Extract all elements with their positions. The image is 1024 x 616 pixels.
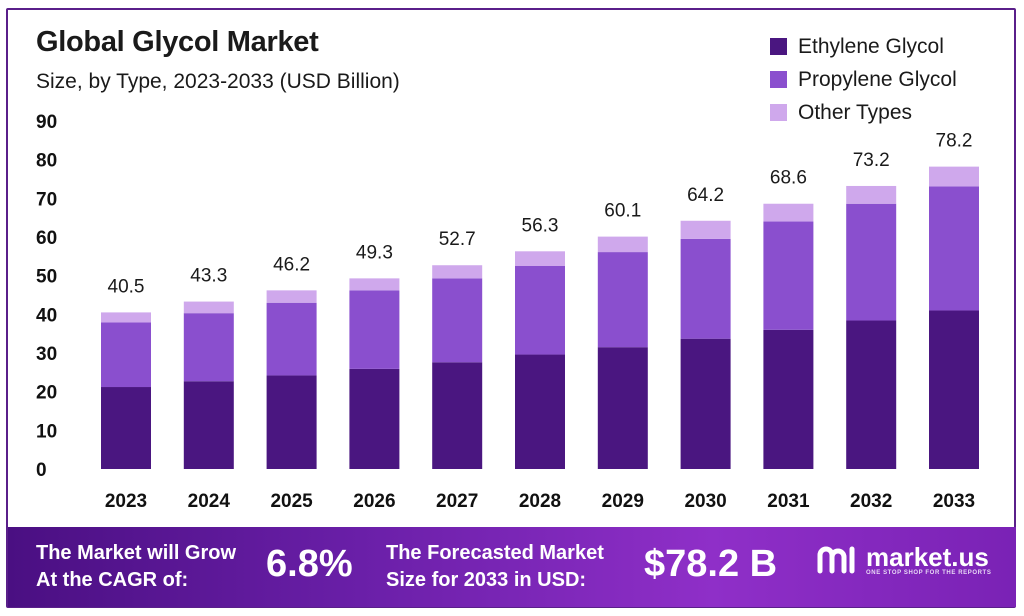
- bar-other-2027: [432, 265, 483, 279]
- legend-swatch-ethylene: [770, 38, 787, 55]
- bar-propylene-2032: [846, 203, 897, 321]
- x-tick-label-2024: 2024: [188, 491, 231, 512]
- data-label-total-2030: 64.2: [687, 185, 724, 206]
- legend-label-propylene: Propylene Glycol: [798, 67, 957, 91]
- data-label-total-2028: 56.3: [522, 215, 559, 236]
- cagr-label-line1: The Market will Grow: [36, 542, 237, 564]
- x-tick-label-2030: 2030: [684, 491, 726, 512]
- bar-propylene-2028: [515, 266, 565, 355]
- cagr-label-line2: At the CAGR of:: [36, 569, 189, 591]
- data-label-total-2023: 40.5: [108, 276, 145, 297]
- bar-other-2030: [680, 220, 731, 239]
- x-tick-label-2033: 2033: [933, 491, 975, 512]
- x-tick-label-2023: 2023: [105, 491, 147, 512]
- bar-other-2023: [101, 312, 151, 323]
- forecast-label: The Forecasted Market Size for 2033 in U…: [386, 540, 604, 594]
- legend-item-propylene: Propylene Glycol: [770, 63, 957, 96]
- legend-item-other: Other Types: [770, 96, 957, 129]
- y-tick-label-20: 20: [36, 383, 57, 404]
- bar-other-2033: [929, 166, 979, 187]
- chart-frame: [6, 8, 1016, 608]
- y-tick-label-70: 70: [36, 189, 57, 210]
- y-tick-label-10: 10: [36, 421, 57, 442]
- stacked-bar-chart: 010203040506070809040.5202343.3202446.22…: [36, 112, 979, 512]
- forecast-label-line2: Size for 2033 in USD:: [386, 569, 587, 591]
- bar-ethylene-2030: [680, 338, 731, 469]
- data-label-total-2027: 52.7: [439, 229, 476, 250]
- y-tick-label-80: 80: [36, 151, 57, 172]
- bar-propylene-2023: [101, 322, 151, 388]
- bar-other-2026: [349, 278, 400, 291]
- bar-ethylene-2028: [515, 354, 565, 469]
- bar-propylene-2031: [763, 221, 814, 330]
- bar-propylene-2029: [597, 252, 648, 348]
- y-tick-label-90: 90: [36, 112, 57, 133]
- bar-other-2024: [183, 301, 234, 314]
- bar-ethylene-2024: [183, 381, 234, 469]
- x-tick-label-2028: 2028: [519, 491, 561, 512]
- x-tick-label-2031: 2031: [767, 491, 810, 512]
- cagr-label: The Market will Grow At the CAGR of:: [36, 540, 236, 594]
- forecast-value: $78.2 B: [644, 543, 778, 585]
- bar-ethylene-2033: [929, 310, 979, 469]
- data-label-total-2029: 60.1: [604, 201, 641, 222]
- bar-ethylene-2026: [349, 368, 400, 469]
- y-tick-label-50: 50: [36, 267, 57, 288]
- x-tick-label-2029: 2029: [602, 491, 644, 512]
- bar-ethylene-2032: [846, 320, 897, 469]
- bar-other-2025: [266, 290, 317, 303]
- legend-swatch-propylene: [770, 71, 787, 88]
- legend-item-ethylene: Ethylene Glycol: [770, 30, 957, 63]
- bar-propylene-2030: [680, 238, 731, 339]
- brand-tagline: ONE STOP SHOP FOR THE REPORTS: [866, 570, 992, 576]
- market-us-logo-icon: [817, 546, 855, 574]
- bar-propylene-2024: [183, 313, 234, 382]
- data-label-total-2033: 78.2: [936, 131, 973, 152]
- data-label-total-2025: 46.2: [273, 254, 310, 275]
- bar-propylene-2026: [349, 290, 400, 369]
- y-tick-label-30: 30: [36, 344, 57, 365]
- bar-propylene-2027: [432, 278, 483, 363]
- forecast-label-line1: The Forecasted Market: [386, 542, 604, 564]
- data-label-total-2032: 73.2: [853, 150, 890, 171]
- brand-name: market.us: [866, 542, 989, 572]
- brand-logo: market.us ONE STOP SHOP FOR THE REPORTS: [816, 543, 991, 577]
- footer-banner: The Market will Grow At the CAGR of: 6.8…: [8, 527, 1016, 607]
- bar-ethylene-2023: [101, 387, 151, 469]
- bar-ethylene-2027: [432, 362, 483, 469]
- x-tick-label-2025: 2025: [270, 491, 313, 512]
- y-tick-label-0: 0: [36, 460, 47, 481]
- bar-ethylene-2031: [763, 329, 814, 469]
- x-tick-label-2026: 2026: [353, 491, 395, 512]
- data-label-total-2026: 49.3: [356, 242, 393, 263]
- chart-subtitle: Size, by Type, 2023-2033 (USD Billion): [36, 70, 400, 93]
- bar-propylene-2033: [929, 186, 979, 311]
- y-tick-label-40: 40: [36, 305, 57, 326]
- cagr-value: 6.8%: [266, 543, 353, 585]
- bar-propylene-2025: [266, 302, 317, 376]
- data-label-total-2024: 43.3: [190, 266, 227, 287]
- legend: Ethylene Glycol Propylene Glycol Other T…: [770, 30, 957, 129]
- y-tick-label-60: 60: [36, 228, 57, 249]
- bar-other-2031: [763, 203, 814, 222]
- bar-ethylene-2029: [597, 347, 648, 469]
- x-tick-label-2027: 2027: [436, 491, 478, 512]
- bar-ethylene-2025: [266, 375, 317, 469]
- legend-label-ethylene: Ethylene Glycol: [798, 34, 944, 58]
- legend-label-other: Other Types: [798, 100, 913, 124]
- bar-other-2032: [846, 185, 897, 204]
- data-label-total-2031: 68.6: [770, 168, 807, 189]
- bar-other-2029: [597, 236, 648, 253]
- chart-title: Global Glycol Market: [36, 26, 319, 58]
- bar-other-2028: [515, 251, 565, 266]
- legend-swatch-other: [770, 104, 787, 121]
- x-tick-label-2032: 2032: [850, 491, 892, 512]
